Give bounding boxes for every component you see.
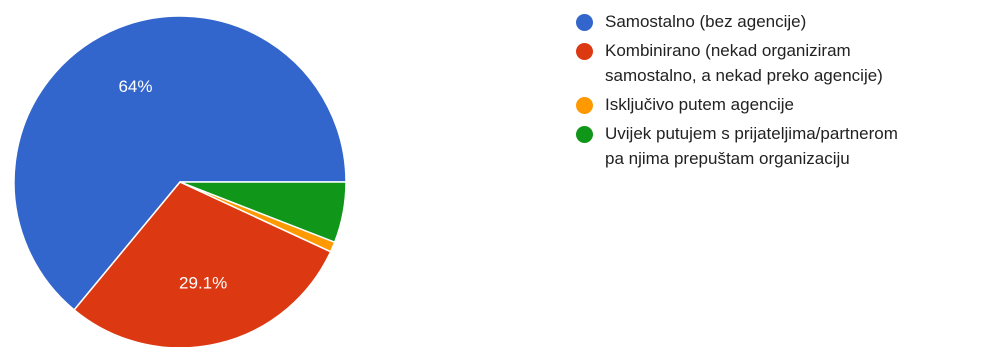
legend-label: Kombinirano (nekad organiziram samostaln…	[605, 41, 883, 85]
legend-label: Isključivo putem agencije	[605, 95, 794, 114]
slice-data-label: 64%	[118, 77, 152, 96]
legend-item-samostalno-bez-agencije: Samostalno (bez agencije)	[576, 9, 976, 34]
legend: Samostalno (bez agencije) Kombinirano (ne…	[576, 9, 976, 175]
legend-swatch	[576, 126, 593, 143]
legend-item-iskljucivo-putem-agencije: Isključivo putem agencije	[576, 92, 976, 117]
pie-slice-kombinirano-nekad-organiziram-samostalno	[73, 181, 332, 347]
legend-label: Uvijek putujem s prijateljima/partnerom …	[605, 124, 898, 168]
slice-data-label: 29.1%	[179, 273, 227, 292]
pie-slice-samostalno-bez-agencije	[13, 15, 347, 311]
legend-item-kombinirano-nekad-organiziram-samostalno: Kombinirano (nekad organiziram samostaln…	[576, 38, 976, 88]
legend-swatch	[576, 43, 593, 60]
legend-label: Samostalno (bez agencije)	[605, 12, 807, 31]
pie-slice-uvijek-putujem-s-prijateljima-partnerom-	[179, 181, 347, 244]
legend-swatch	[576, 97, 593, 114]
legend-swatch	[576, 14, 593, 31]
legend-item-uvijek-putujem-s-prijateljima-partnerom-: Uvijek putujem s prijateljima/partnerom …	[576, 121, 976, 171]
